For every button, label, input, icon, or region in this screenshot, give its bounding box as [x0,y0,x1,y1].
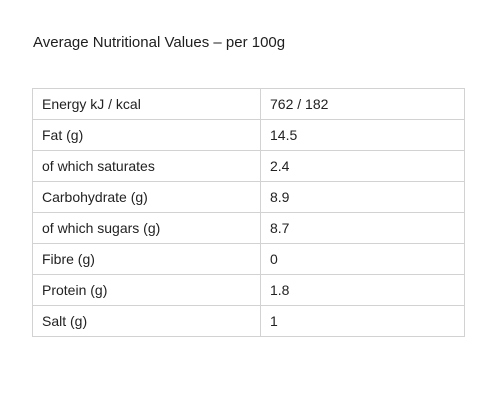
row-value-energy: 762 / 182 [260,88,465,120]
row-value-saturates: 2.4 [260,150,465,182]
row-value-sugars: 8.7 [260,212,465,244]
table-row-fibre: Fibre (g) 0 [32,243,465,275]
row-value-fat: 14.5 [260,119,465,151]
table-row-energy: Energy kJ / kcal 762 / 182 [32,88,465,120]
table-row-fat: Fat (g) 14.5 [32,119,465,151]
row-value-salt: 1 [260,305,465,337]
row-label-carbohydrate: Carbohydrate (g) [32,181,261,213]
nutrition-table: Energy kJ / kcal 762 / 182 Fat (g) 14.5 … [32,88,465,337]
row-label-salt: Salt (g) [32,305,261,337]
table-row-salt: Salt (g) 1 [32,305,465,337]
row-label-fat: Fat (g) [32,119,261,151]
nutrition-table-body: Energy kJ / kcal 762 / 182 Fat (g) 14.5 … [32,88,465,337]
row-value-carbohydrate: 8.9 [260,181,465,213]
table-row-sugars: of which sugars (g) 8.7 [32,212,465,244]
table-row-protein: Protein (g) 1.8 [32,274,465,306]
row-label-sugars: of which sugars (g) [32,212,261,244]
table-row-saturates: of which saturates 2.4 [32,150,465,182]
row-label-fibre: Fibre (g) [32,243,261,275]
row-value-fibre: 0 [260,243,465,275]
table-row-carbohydrate: Carbohydrate (g) 8.9 [32,181,465,213]
row-label-energy: Energy kJ / kcal [32,88,261,120]
row-label-saturates: of which saturates [32,150,261,182]
row-label-protein: Protein (g) [32,274,261,306]
nutrition-heading: Average Nutritional Values – per 100g [33,34,286,51]
row-value-protein: 1.8 [260,274,465,306]
